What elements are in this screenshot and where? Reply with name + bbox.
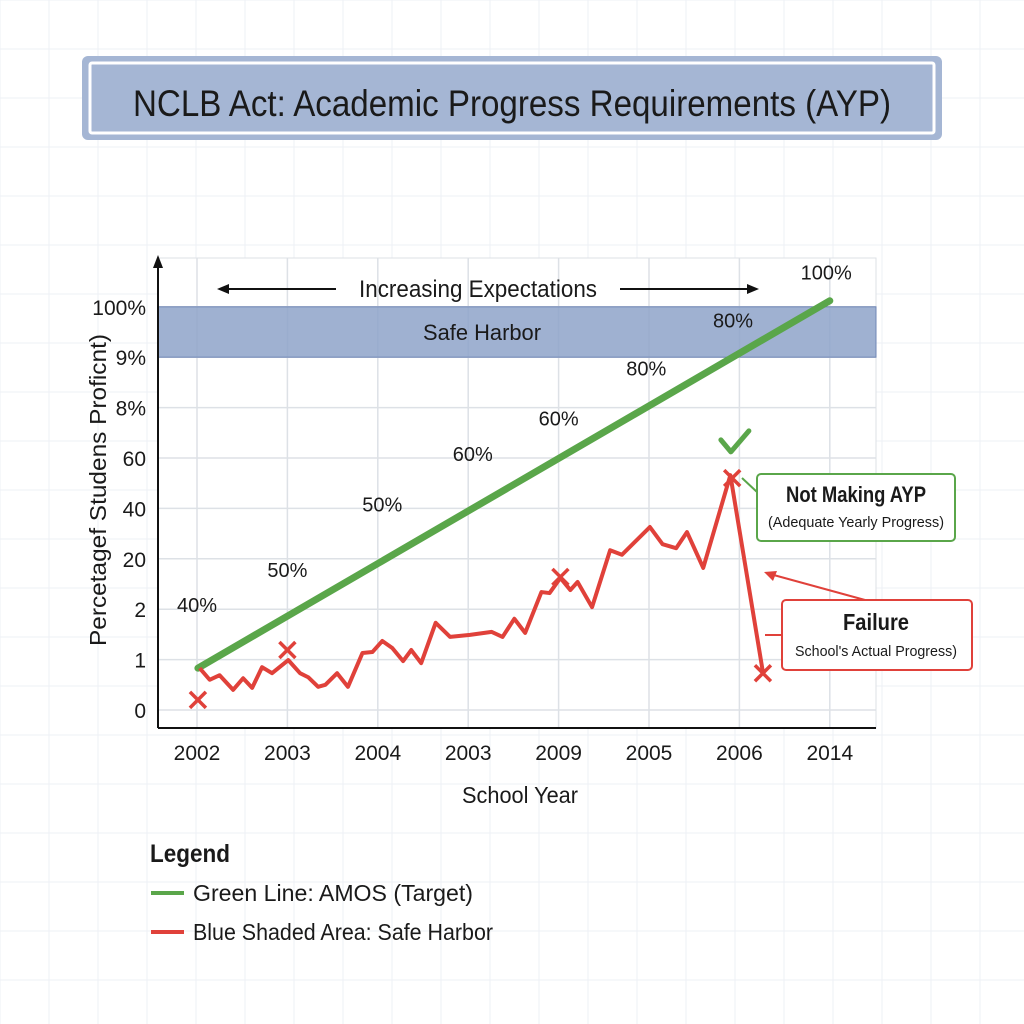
target-percent-label: 60% <box>453 444 493 466</box>
x-tick-label: 2002 <box>174 742 221 765</box>
not-making-ayp-subtitle: (Adequate Yearly Progress) <box>768 514 944 531</box>
x-tick-label: 2014 <box>806 742 853 765</box>
x-marker-stroke <box>722 468 742 488</box>
x-axis-label: School Year <box>462 782 578 808</box>
y-tick-label: 0 <box>134 700 146 723</box>
target-percent-label: 80% <box>713 310 753 332</box>
y-tick-label: 9% <box>116 347 146 370</box>
axes <box>153 255 876 729</box>
x-tick-labels: 2002 2003 2004 2003 2009 2005 2006 2014 <box>174 742 854 765</box>
amos-target-line <box>194 297 834 672</box>
legend: Legend Green Line: AMOS (Target) Blue Sh… <box>150 840 493 945</box>
legend-item-red: Blue Shaded Area: Safe Harbor <box>193 919 493 945</box>
y-tick-label: 2 <box>134 599 146 622</box>
target-percent-label: 50% <box>267 560 307 582</box>
actual-progress-line <box>198 473 765 692</box>
increasing-expectations: Increasing Expectations <box>217 276 759 303</box>
y-tick-label: 1 <box>134 650 146 673</box>
x-marker-stroke <box>551 567 570 587</box>
safe-harbor-band: Safe Harbor <box>157 306 877 358</box>
series-layer <box>188 297 834 710</box>
x-marker <box>551 567 570 587</box>
point-labels: 40% 50% 50% 60% 60% 80% 80% 100% <box>177 263 852 618</box>
legend-item-green: Green Line: AMOS (Target) <box>193 880 473 906</box>
failure-subtitle: School's Actual Progress) <box>795 643 957 660</box>
not-making-ayp-callout: Not Making AYP (Adequate Yearly Progress… <box>741 473 956 542</box>
y-tick-label: 100% <box>92 297 146 320</box>
legend-title: Legend <box>150 840 230 868</box>
target-percent-label: 50% <box>362 494 402 516</box>
band-label: Safe Harbor <box>423 320 541 345</box>
x-marker <box>722 468 742 488</box>
x-marker-stroke <box>278 640 297 660</box>
header-annotation: Increasing Expectations <box>359 276 597 303</box>
y-tick-label: 8% <box>116 398 146 421</box>
title-box: NCLB Act: Academic Progress Requirements… <box>82 56 942 140</box>
target-percent-label: 100% <box>801 263 852 285</box>
x-tick-label: 2004 <box>354 742 401 765</box>
x-marker <box>278 640 297 660</box>
x-marker-stroke <box>753 663 773 683</box>
target-percent-label: 80% <box>626 358 666 380</box>
x-tick-label: 2005 <box>626 742 673 765</box>
x-marker <box>188 690 208 710</box>
chart-title: NCLB Act: Academic Progress Requirements… <box>133 83 891 124</box>
y-axis-label: Percetagef Studens Proficnt) <box>85 334 111 646</box>
target-percent-label: 40% <box>177 595 217 617</box>
failure-callout: Failure School's Actual Progress) <box>764 571 973 671</box>
y-tick-label: 20 <box>123 549 146 572</box>
y-tick-label: 40 <box>123 498 146 521</box>
y-tick-labels: 0 1 2 20 40 60 8% 9% 100% <box>92 297 146 723</box>
target-percent-label: 60% <box>539 409 579 431</box>
failure-title: Failure <box>843 609 909 635</box>
x-marker-stroke <box>188 690 208 710</box>
y-tick-label: 60 <box>123 448 146 471</box>
x-tick-label: 2003 <box>445 742 492 765</box>
x-marker <box>753 663 773 683</box>
x-tick-label: 2003 <box>264 742 311 765</box>
x-tick-label: 2009 <box>535 742 582 765</box>
check-icon <box>718 428 752 455</box>
x-tick-label: 2006 <box>716 742 763 765</box>
not-making-ayp-title: Not Making AYP <box>786 482 926 507</box>
